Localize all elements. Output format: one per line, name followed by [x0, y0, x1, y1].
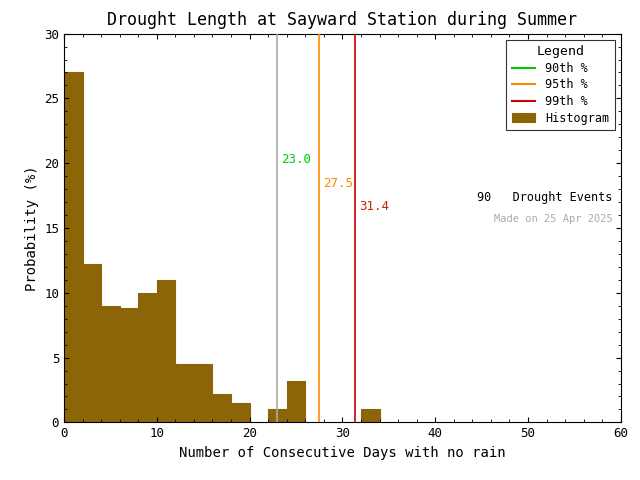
Bar — [101, 306, 120, 422]
Legend: 90th %, 95th %, 99th %, Histogram: 90th %, 95th %, 99th %, Histogram — [506, 39, 615, 131]
Bar — [212, 394, 231, 422]
Y-axis label: Probability (%): Probability (%) — [24, 165, 38, 291]
Text: 90   Drought Events: 90 Drought Events — [477, 191, 612, 204]
Text: Made on 25 Apr 2025: Made on 25 Apr 2025 — [493, 215, 612, 224]
Text: 31.4: 31.4 — [359, 200, 389, 213]
Title: Drought Length at Sayward Station during Summer: Drought Length at Sayward Station during… — [108, 11, 577, 29]
Bar — [138, 293, 157, 422]
Bar — [83, 264, 101, 422]
Bar — [157, 280, 175, 422]
Text: 23.0: 23.0 — [281, 153, 311, 166]
Bar — [268, 409, 287, 422]
Text: 27.5: 27.5 — [323, 177, 353, 190]
Bar — [194, 364, 212, 422]
Bar — [175, 364, 194, 422]
Bar — [120, 308, 138, 422]
X-axis label: Number of Consecutive Days with no rain: Number of Consecutive Days with no rain — [179, 446, 506, 460]
Bar — [64, 72, 83, 422]
Bar — [361, 409, 380, 422]
Bar — [287, 381, 305, 422]
Bar — [231, 403, 250, 422]
